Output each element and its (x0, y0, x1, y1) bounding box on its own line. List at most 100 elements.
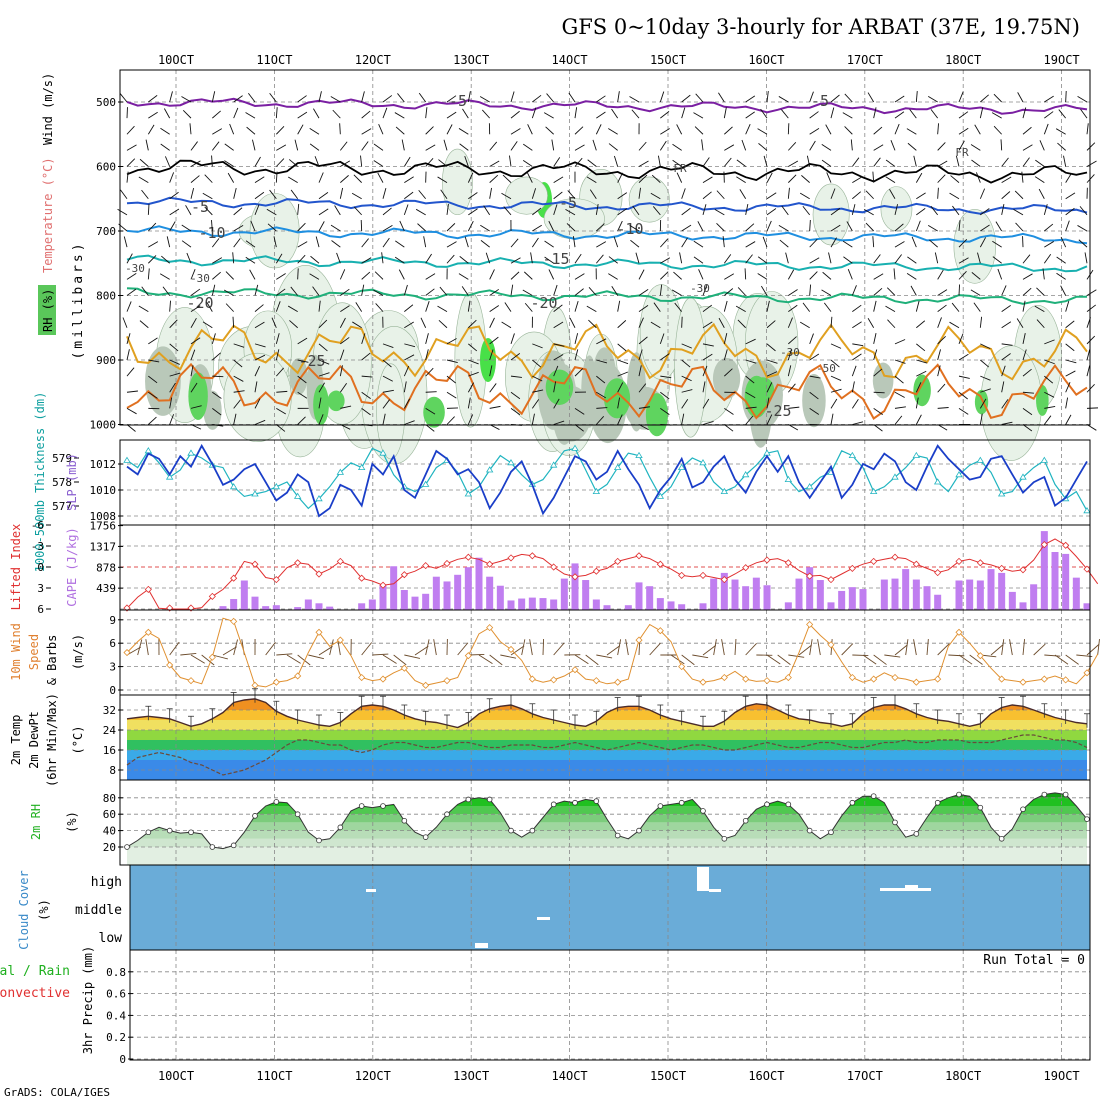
wind10-point (764, 678, 770, 684)
bottom-day-label-8: 18OCT (945, 1069, 981, 1083)
millibars-label: (millibars) (71, 240, 86, 359)
wind10-barb (138, 640, 142, 655)
li-point (529, 553, 535, 559)
rh2m-point (530, 828, 535, 833)
wind10-point (1041, 676, 1047, 682)
li-point (977, 560, 983, 566)
cape-bar (508, 600, 515, 610)
contour-label: FR (955, 146, 969, 159)
cape-bar (326, 607, 333, 610)
li-point (913, 561, 919, 567)
li-point (892, 554, 898, 560)
wind10-label-2: Speed (27, 634, 41, 670)
wind10-barb (404, 655, 420, 658)
wind10-point (465, 653, 471, 659)
tick-label: 0.6 (106, 988, 126, 1001)
top-day-label-1: 11OCT (256, 53, 292, 67)
cape-bar (796, 579, 803, 610)
tick-label: 0 (109, 684, 116, 697)
rh2m-point (594, 799, 599, 804)
tick-label: 6 (109, 637, 116, 650)
rh2m-point (722, 836, 727, 841)
wind10-point (935, 676, 941, 682)
cape-bar (422, 594, 429, 610)
rh2m-point (1063, 792, 1068, 797)
wind10-point (721, 675, 727, 681)
wind10-barb (735, 639, 736, 655)
wind10-barb (948, 655, 964, 656)
bottom-day-label-0: 10OCT (158, 1069, 194, 1083)
temp-band (120, 730, 1090, 740)
cape-bar (817, 580, 824, 610)
thickness-point (145, 448, 151, 453)
li-point (657, 561, 663, 567)
thickness-point (231, 484, 237, 489)
cape-bar (241, 581, 248, 611)
tick-label: 8 (109, 764, 116, 777)
rh-band (120, 831, 1090, 839)
tick-label: 16 (103, 744, 116, 757)
cape-bar (838, 591, 845, 610)
cape-bar (934, 595, 941, 610)
rh-blob-dark (627, 352, 646, 431)
li-point (999, 565, 1005, 571)
rh2m-point (423, 835, 428, 840)
wind10-label-1: 10m Wind (9, 623, 23, 681)
rh2m-point (914, 831, 919, 836)
rh-blob-moist (188, 372, 207, 420)
contour-label: -30 (125, 262, 145, 275)
bottom-day-label-4: 14OCT (552, 1069, 588, 1083)
li-point (465, 554, 471, 560)
cape-bar (273, 605, 280, 610)
rh2m-point (807, 828, 812, 833)
cloud-cover-panel: high middle low Cloud Cover (%) (17, 865, 1090, 950)
rh2m-point (765, 802, 770, 807)
tick-label: 1317 (90, 540, 117, 553)
bottom-day-label-1: 11OCT (256, 1069, 292, 1083)
wind10-barb (394, 655, 407, 665)
chart-title: GFS 0~10day 3-hourly for ARBAT (37E, 19.… (561, 15, 1080, 39)
thickness-point (465, 491, 471, 496)
rh-blob-upper (629, 177, 669, 222)
rh-blob-moist (423, 397, 445, 428)
top-day-label-5: 15OCT (650, 53, 686, 67)
temp-band (120, 700, 1090, 710)
wind10-point (636, 637, 642, 643)
rh2m-point (615, 833, 620, 838)
wind10-barb (767, 655, 780, 664)
cape-bar (924, 586, 931, 610)
tick-label: 3 (109, 661, 116, 674)
wind10-barb (383, 655, 397, 664)
cape-bar (625, 605, 632, 610)
cape-bar (742, 586, 749, 610)
wind-barb (298, 268, 299, 279)
cape-bar (252, 597, 259, 610)
wind10-barb (458, 643, 468, 655)
tick-label: 1012 (90, 458, 117, 471)
cape-bar (1062, 554, 1069, 610)
slp-line (127, 446, 1087, 516)
rh2m-point (295, 812, 300, 817)
li-point (935, 570, 941, 576)
wind10-point (892, 675, 898, 681)
wind10-barb (276, 654, 292, 655)
rh2m-point (871, 794, 876, 799)
tick-label: 3 (37, 582, 44, 595)
wind10-barb (530, 639, 533, 655)
contour-label: -20 (186, 294, 213, 312)
tick-label: 1000 (90, 419, 117, 432)
cape-bar (710, 579, 717, 610)
rh2m-point (1085, 817, 1090, 822)
tick-label: -3 (31, 540, 44, 553)
cape-bar (881, 580, 888, 610)
rh-band (120, 839, 1090, 847)
cape-bar (433, 577, 440, 610)
cape-bar (380, 585, 387, 610)
wind10-barb (1098, 639, 1100, 655)
cape-bar (454, 575, 461, 610)
bottom-day-label-2: 12OCT (355, 1069, 391, 1083)
rh2m-point (978, 805, 983, 810)
rh2m-point (701, 809, 706, 814)
